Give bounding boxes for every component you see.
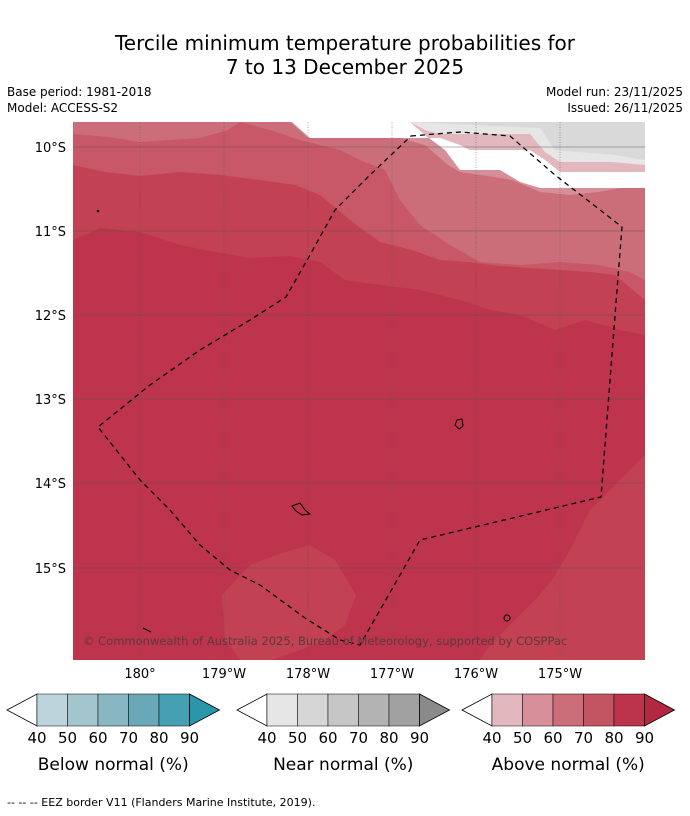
colorbar-tick: 40: [482, 729, 501, 747]
probability-field: © Commonwealth of Australia 2025, Bureau…: [73, 122, 645, 660]
lon-label: 176°W: [454, 667, 498, 682]
colorbar-near: 40 50 60 70 80 90 Near normal (%): [236, 693, 451, 775]
colorbar-swatch: [327, 693, 359, 727]
base-period: Base period: 1981-2018: [7, 85, 152, 99]
region-above-80-southeast: [480, 455, 645, 660]
colorbar-tick: 80: [379, 729, 398, 747]
region-above-80-southwest: [222, 545, 356, 660]
island-icon: [142, 627, 152, 633]
colorbar-swatch: [522, 693, 554, 727]
colorbar-below: 40 50 60 70 80 90 Below normal (%): [6, 693, 221, 775]
colorbar-above: 40 50 60 70 80 90 Above normal (%): [461, 693, 676, 775]
lat-label: 13°S: [35, 393, 66, 408]
lat-label: 11°S: [35, 225, 66, 240]
copyright-text: © Commonwealth of Australia 2025, Bureau…: [83, 634, 567, 648]
colorbar-tick: 80: [149, 729, 168, 747]
region-near-50: [410, 122, 645, 160]
model-run: Model run: 23/11/2025: [545, 85, 683, 99]
lat-label: 12°S: [35, 309, 66, 324]
colorbar-tick: 70: [574, 729, 593, 747]
colorbar-max-extend: [644, 693, 676, 727]
colorbar-tick: 50: [513, 729, 532, 747]
colorbar-tick: 40: [27, 729, 46, 747]
issued-date: Issued: 26/11/2025: [567, 101, 683, 115]
lat-label: 10°S: [35, 141, 66, 156]
colorbar-tick: 90: [410, 729, 429, 747]
colorbars: 40 50 60 70 80 90 Below normal (%) 40 50 60 70 80 90…: [6, 693, 676, 775]
lon-label: 175°W: [538, 667, 582, 682]
colorbar-swatch: [297, 693, 329, 727]
gridlines: [73, 122, 645, 660]
region-above-60-west-band: [73, 122, 240, 142]
colorbar-swatch: [158, 693, 190, 727]
colorbar-min-extend: [461, 693, 493, 727]
colorbar-tick: 50: [58, 729, 77, 747]
lon-label: 178°W: [286, 667, 330, 682]
islands: [96, 209, 511, 633]
island-icon: [454, 418, 464, 430]
longitude-labels: 180° 179°W 178°W 177°W 176°W 175°W: [124, 667, 582, 682]
eez-footnote: -- -- -- EEZ border V11 (Flanders Marine…: [7, 796, 316, 809]
title-line-2: 7 to 13 December 2025: [225, 55, 465, 79]
colorbar-label: Near normal (%): [273, 755, 413, 775]
colorbar-swatch: [491, 693, 523, 727]
island-icon: [503, 614, 511, 622]
eez-border: [97, 131, 623, 646]
colorbar-tick: 60: [318, 729, 337, 747]
colorbar-tick: 50: [288, 729, 307, 747]
colorbar-tick: 70: [119, 729, 138, 747]
island-icon: [96, 209, 100, 213]
island-icon: [291, 502, 312, 516]
region-no-data: [292, 122, 645, 188]
colorbar-label: Below normal (%): [38, 755, 189, 775]
latitude-labels: 10°S 11°S 12°S 13°S 14°S 15°S: [35, 141, 66, 577]
colorbar-label: Above normal (%): [492, 755, 645, 775]
meta-right: Model run: 23/11/2025 Issued: 26/11/2025: [546, 84, 683, 116]
colorbar-tick: 80: [604, 729, 623, 747]
colorbar-swatch: [613, 693, 645, 727]
colorbar-swatch: [388, 693, 420, 727]
colorbar-swatch: [266, 693, 298, 727]
lat-label: 15°S: [35, 562, 66, 577]
colorbar-swatch: [36, 693, 68, 727]
colorbar-max-extend: [189, 693, 221, 727]
lon-label: 180°: [124, 667, 155, 682]
colorbar-tick: 60: [88, 729, 107, 747]
colorbar-min-extend: [6, 693, 38, 727]
colorbar-swatch: [67, 693, 99, 727]
model-name: Model: ACCESS-S2: [7, 101, 119, 115]
colorbar-swatch: [358, 693, 390, 727]
colorbar-tick: 70: [349, 729, 368, 747]
colorbar-swatch: [128, 693, 160, 727]
meta-left: Base period: 1981-2018 Model: ACCESS-S2: [7, 84, 152, 116]
colorbar-min-extend: [236, 693, 268, 727]
colorbar-tick: 60: [543, 729, 562, 747]
colorbar-tick: 90: [635, 729, 654, 747]
colorbar-swatch: [552, 693, 584, 727]
lon-label: 177°W: [370, 667, 414, 682]
colorbar-max-extend: [419, 693, 451, 727]
lat-label: 14°S: [35, 477, 66, 492]
colorbar-tick: 40: [257, 729, 276, 747]
lon-label: 179°W: [202, 667, 246, 682]
title-line-1: Tercile minimum temperature probabilitie…: [114, 31, 576, 55]
colorbar-tick: 90: [180, 729, 199, 747]
map-title: Tercile minimum temperature probabilitie…: [0, 31, 690, 79]
colorbar-swatch: [97, 693, 129, 727]
colorbar-swatch: [583, 693, 615, 727]
